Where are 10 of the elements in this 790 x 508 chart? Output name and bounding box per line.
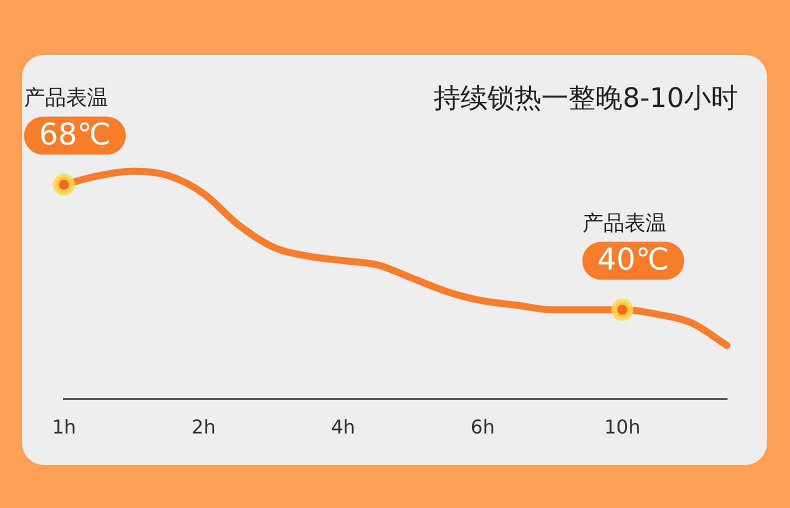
data-label: 68℃	[39, 117, 111, 152]
x-tick-label: 2h	[192, 416, 216, 439]
data-label: 40℃	[597, 242, 670, 278]
x-tick-label: 6h	[470, 416, 495, 439]
chart-title: 持续锁热一整晚8-10小时	[434, 82, 738, 116]
annotation: 产品表温	[582, 210, 666, 235]
x-tick-label: 1h	[52, 416, 76, 439]
text: 产品表温	[24, 86, 108, 110]
x-tick-label: 10h	[604, 416, 640, 439]
x-tick-label: 4h	[331, 416, 356, 439]
